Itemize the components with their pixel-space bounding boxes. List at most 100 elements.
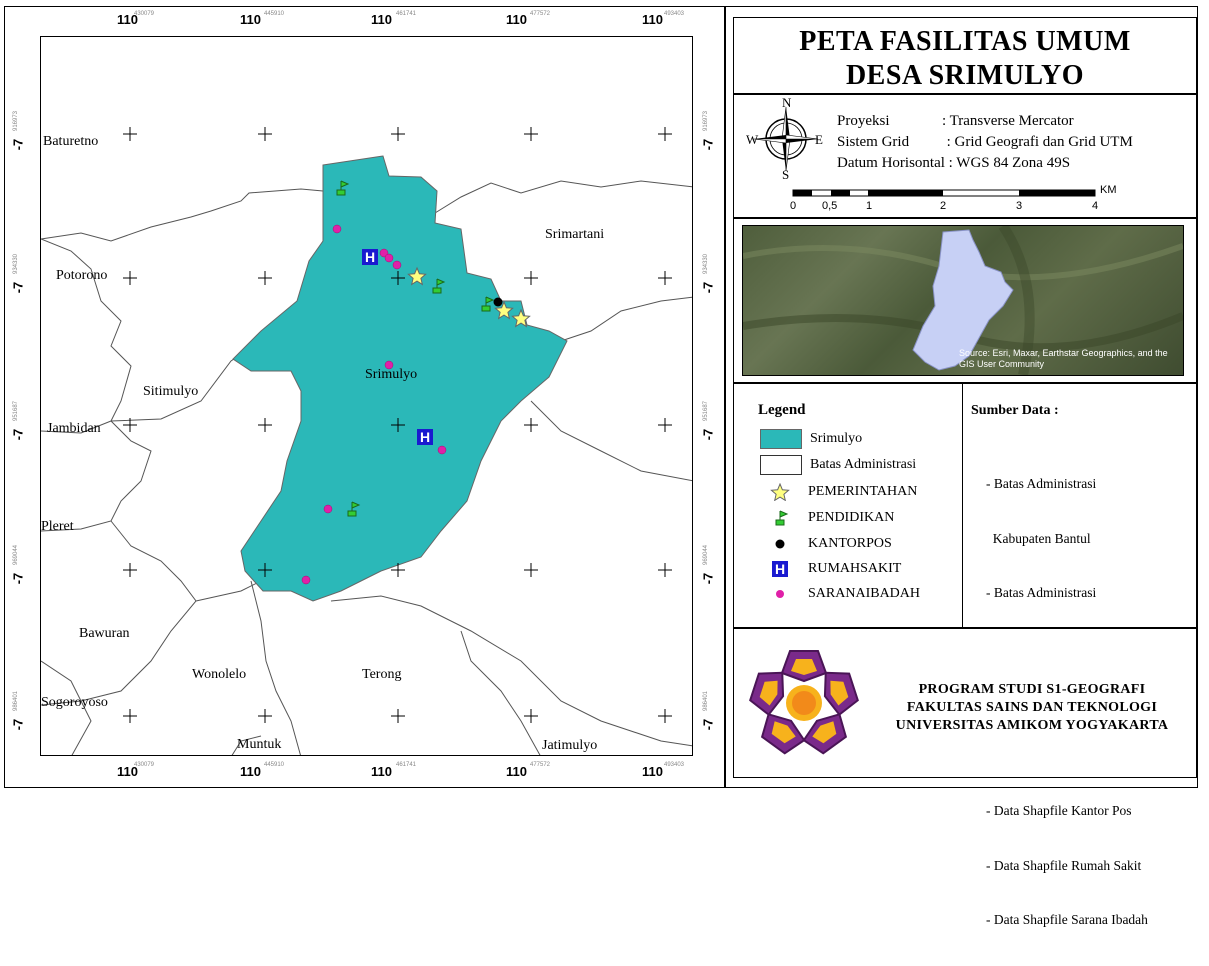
admin-boundary xyxy=(195,580,262,602)
star-icon xyxy=(770,483,790,501)
school-flag-icon xyxy=(481,296,495,312)
place-potorono: Potorono xyxy=(56,268,108,283)
legend-item-rumahsakit: H RUMAHSAKIT xyxy=(760,560,901,578)
x-tick-label: 110 xyxy=(117,12,138,27)
legend-label: Srimulyo xyxy=(810,431,863,446)
compass-rose-icon xyxy=(753,106,819,172)
map-title-line2: DESA SRIMULYO xyxy=(845,60,1085,91)
y-tick-sub: 916973 xyxy=(13,110,20,132)
compass-e: E xyxy=(815,132,823,147)
layout-divider xyxy=(724,6,726,788)
place-jambidan: Jambidan xyxy=(47,421,101,436)
x-tick-sub: 477572 xyxy=(530,11,551,17)
y-tick-sub: 986401 xyxy=(13,690,20,712)
legend-label: PEMERINTAHAN xyxy=(808,484,918,499)
map-title-line1: PETA FASILITAS UMUM xyxy=(799,26,1131,57)
place-bawuran: Bawuran xyxy=(79,626,130,641)
legend-divider xyxy=(962,384,963,628)
y-tick-sub: 986401 xyxy=(703,690,710,712)
srimulyo-polygon xyxy=(232,155,568,602)
legend-label: KANTORPOS xyxy=(808,536,892,551)
svg-text:H: H xyxy=(420,429,430,445)
inset-map[interactable]: Source: Esri, Maxar, Earthstar Geographi… xyxy=(742,225,1184,376)
y-tick-sub: 951687 xyxy=(13,400,20,422)
legend-label: SARANAIBADAH xyxy=(808,586,921,601)
place-srimartani: Srimartani xyxy=(545,227,605,242)
school-flag-icon xyxy=(336,180,350,196)
x-tick-label: 110 xyxy=(642,12,663,27)
y-tick-sub: 969044 xyxy=(13,544,20,566)
x-tick-sub: 445910 xyxy=(264,11,285,17)
legend-label: RUMAHSAKIT xyxy=(808,561,902,576)
y-tick-label: -7 xyxy=(700,718,716,731)
ibadah-point xyxy=(323,504,333,514)
y-tick-label: -7 xyxy=(10,572,26,585)
x-tick-label: 110 xyxy=(506,764,527,779)
school-flag-icon xyxy=(432,278,446,294)
x-tick-label: 110 xyxy=(506,12,527,27)
admin-boundary xyxy=(41,520,197,706)
inset-credit: Source: Esri, Maxar, Earthstar Geographi… xyxy=(959,348,1168,369)
legend-item-saranaibadah: SARANAIBADAH xyxy=(760,585,920,603)
ibadah-point xyxy=(332,224,342,234)
compass-s: S xyxy=(782,167,790,182)
map-area[interactable]: H H Baturetno Potorono Sitimulyo Jambida… xyxy=(40,36,693,756)
y-tick-label: -7 xyxy=(700,138,716,151)
legend-label: Batas Administrasi xyxy=(810,457,917,472)
government-star-icon xyxy=(494,300,514,320)
legend-item-pendidikan: PENDIDIKAN xyxy=(760,509,894,527)
footer-line3: UNIVERSITAS AMIKOM YOGYAKARTA xyxy=(895,718,1169,733)
footer-line2: FAKULTAS SAINS DAN TEKNOLOGI xyxy=(906,700,1158,715)
compass-n: N xyxy=(782,95,792,110)
footer-panel: PROGRAM STUDI S1-GEOGRAFI FAKULTAS SAINS… xyxy=(733,628,1197,778)
admin-boundary xyxy=(434,180,692,214)
place-wonolelo: Wonolelo xyxy=(192,667,247,682)
hospital-icon: H xyxy=(772,561,788,577)
inset-village-polygon xyxy=(912,229,1014,371)
x-tick-sub: 445910 xyxy=(264,762,285,768)
x-tick-sub: 461741 xyxy=(396,11,417,17)
info-sistem-grid: Sistem Grid : Grid Geografi dan Grid UTM xyxy=(837,134,1133,150)
scale-bar xyxy=(792,189,1096,197)
government-star-icon xyxy=(511,308,531,328)
y-tick-label: -7 xyxy=(700,281,716,294)
x-tick-label: 110 xyxy=(642,764,663,779)
title-panel: PETA FASILITAS UMUM DESA SRIMULYO xyxy=(733,17,1197,94)
place-muntuk: Muntuk xyxy=(237,737,282,752)
hospital-icon: H xyxy=(362,249,378,265)
legend-swatch-admin xyxy=(760,455,802,475)
footer-line1: PROGRAM STUDI S1-GEOGRAFI xyxy=(918,682,1146,697)
svg-text:H: H xyxy=(365,249,375,265)
x-tick-sub: 477572 xyxy=(530,762,551,768)
x-tick-sub: 493403 xyxy=(664,11,685,17)
legend-panel: Legend Srimulyo Batas Administrasi PEMER… xyxy=(733,383,1197,927)
admin-boundary xyxy=(41,660,92,755)
dot-magenta-icon xyxy=(776,590,784,598)
y-tick-label: -7 xyxy=(10,428,26,441)
place-srimulyo: Srimulyo xyxy=(365,367,418,382)
flag-icon xyxy=(775,510,789,526)
dot-black-icon xyxy=(775,539,785,549)
y-tick-sub: 916973 xyxy=(703,110,710,132)
admin-boundary xyxy=(231,735,262,755)
ibadah-point xyxy=(301,575,311,585)
compass-w: W xyxy=(746,132,759,147)
admin-boundary xyxy=(41,420,112,434)
y-tick-label: -7 xyxy=(700,572,716,585)
x-tick-sub: 430079 xyxy=(134,11,155,17)
legend-item-srimulyo: Srimulyo xyxy=(760,429,862,449)
grid-crosses xyxy=(123,127,672,723)
scale-label: 3 xyxy=(1016,200,1023,212)
admin-boundary xyxy=(250,580,301,755)
info-panel: N S W E Proyeksi : Transverse Mercator S… xyxy=(733,94,1197,218)
x-tick-label: 110 xyxy=(371,764,392,779)
admin-boundary xyxy=(41,420,152,532)
y-tick-label: -7 xyxy=(10,138,26,151)
admin-boundary xyxy=(460,630,541,755)
source-item: - Batas Administrasi xyxy=(986,585,1097,600)
map-canvas: H H xyxy=(41,127,692,755)
university-logo xyxy=(746,650,862,760)
inset-panel: Source: Esri, Maxar, Earthstar Geographi… xyxy=(733,218,1197,383)
source-item: - Data Shapfile Rumah Sakit xyxy=(986,857,1142,873)
ibadah-point xyxy=(384,253,394,263)
